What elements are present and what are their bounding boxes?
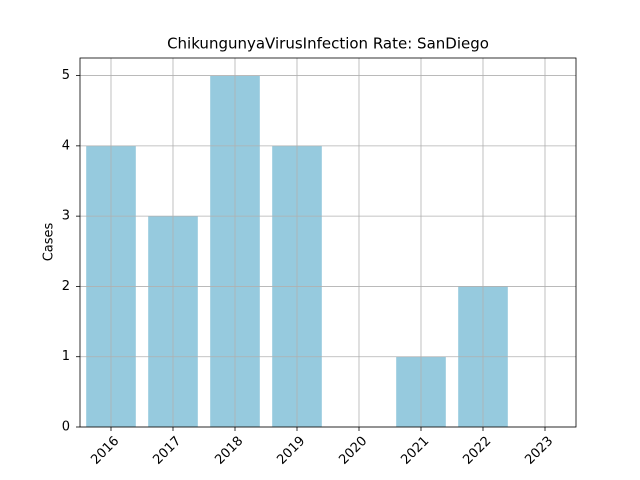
y-tick-label: 3	[62, 209, 70, 224]
x-tick-label: 2016	[88, 434, 122, 468]
y-tick-label: 5	[62, 68, 70, 83]
x-tick-label: 2020	[336, 434, 370, 468]
x-tick-label: 2021	[398, 434, 432, 468]
x-tick-label: 2018	[212, 434, 246, 468]
plot-frame	[79, 57, 577, 428]
x-tick-label: 2017	[150, 434, 184, 468]
chart-title: ChikungunyaVirusInfection Rate: SanDiego	[167, 35, 489, 53]
y-tick-label: 2	[62, 279, 70, 294]
y-tick-label: 1	[62, 349, 70, 364]
y-tick-label: 4	[62, 138, 70, 153]
y-axis-label: Cases	[42, 222, 57, 261]
x-tick-label: 2022	[460, 434, 494, 468]
y-tick-label: 0	[62, 420, 70, 435]
x-tick-label: 2023	[522, 434, 556, 468]
x-tick-label: 2019	[274, 434, 308, 468]
layer	[80, 58, 576, 428]
